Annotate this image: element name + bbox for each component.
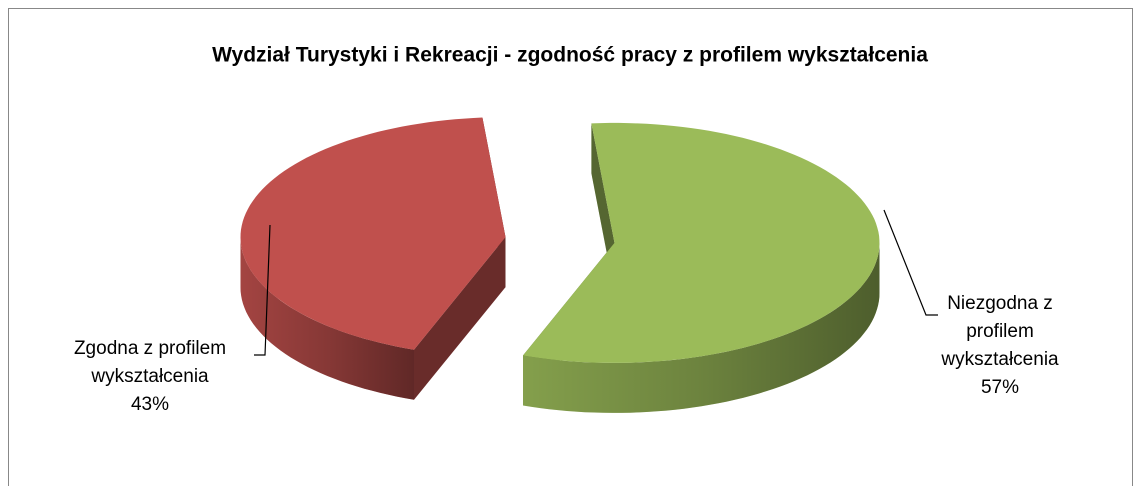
- chart-border: [8, 8, 1133, 486]
- slice: [240, 117, 506, 350]
- slice-side: [414, 237, 506, 400]
- slice-value: 57%: [980, 377, 1020, 398]
- slice-label: Niezgodna z profilem wykształcenia 57%: [920, 290, 1080, 402]
- slice-value: 43%: [130, 394, 170, 415]
- chart-title: Wydział Turystyki i Rekreacji - zgodność…: [212, 44, 928, 67]
- slice: [523, 122, 880, 363]
- leader-line: [883, 209, 938, 316]
- slice-name: Zgodna z profilem wykształcenia: [73, 338, 227, 387]
- slice-wall-shade: [523, 242, 880, 413]
- leader-line: [254, 224, 271, 356]
- slice-wall-shade: [240, 237, 414, 400]
- slice-side-shade: [414, 237, 506, 400]
- slice-label: Zgodna z profilem wykształcenia 43%: [45, 335, 255, 419]
- pie: [240, 117, 880, 413]
- slice-name: Niezgodna z profilem wykształcenia: [941, 293, 1059, 370]
